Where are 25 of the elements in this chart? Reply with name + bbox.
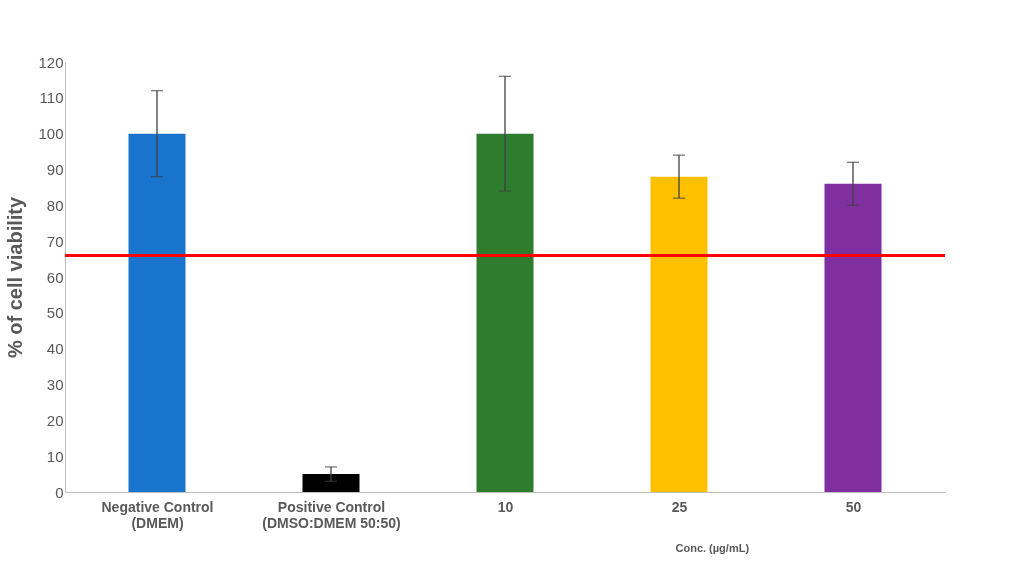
- x-tick-label: 10: [497, 498, 514, 515]
- y-tick-label: 10: [46, 447, 64, 465]
- y-tick-label: 100: [38, 125, 64, 143]
- y-tick-label: 90: [46, 161, 64, 178]
- x-tick-label: 25: [671, 498, 688, 515]
- y-axis-title: % of cell viability: [4, 196, 27, 359]
- x-axis-title: Conc. (µg/mL): [675, 541, 750, 554]
- y-tick-label: 50: [46, 304, 64, 322]
- bar: [824, 183, 882, 492]
- y-tick-label: 60: [46, 268, 64, 286]
- bar: [302, 474, 360, 492]
- x-tick-label: Positive Control (DMSO:DMEM 50:50): [262, 498, 401, 531]
- x-tick-label: Negative Control (DMEM): [101, 498, 214, 531]
- y-tick-label: 70: [46, 232, 64, 250]
- bar: [650, 176, 708, 492]
- y-tick-label: 110: [39, 89, 64, 107]
- y-tick-label: 20: [46, 411, 64, 429]
- y-tick-label: 30: [46, 376, 64, 393]
- x-tick-label: 50: [845, 498, 862, 515]
- y-tick-label: 0: [55, 483, 64, 501]
- bar: [128, 133, 186, 492]
- y-tick-label: 120: [38, 53, 64, 71]
- bar: [476, 133, 534, 492]
- y-tick-label: 40: [46, 340, 64, 358]
- y-tick-label: 80: [46, 196, 64, 214]
